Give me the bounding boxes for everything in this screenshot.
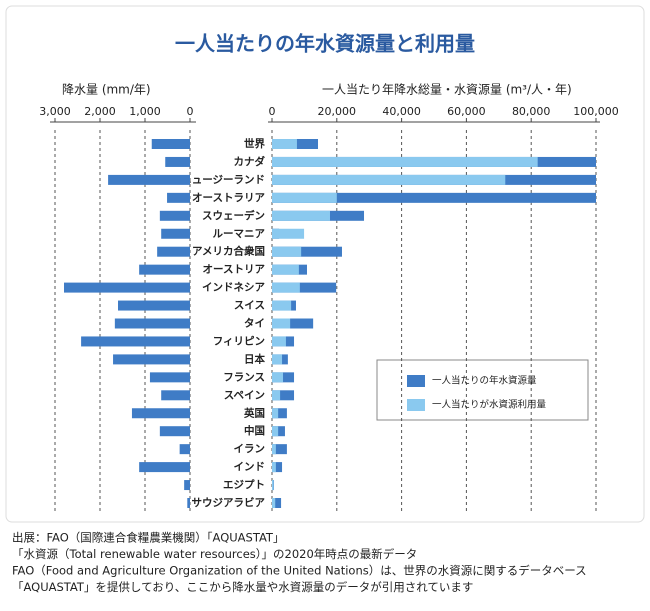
- category-label: アメリカ合衆国: [192, 245, 265, 258]
- legend-label: 一人当たりが水資源利用量: [432, 399, 547, 411]
- category-label: ルーマニア: [213, 228, 266, 240]
- bar: [272, 156, 538, 167]
- bar: [131, 408, 190, 419]
- tick-label: 80,000: [512, 105, 551, 118]
- bar: [272, 139, 297, 149]
- category-label: スペイン: [224, 389, 265, 401]
- bar: [159, 210, 190, 221]
- bar: [272, 426, 279, 437]
- bar: [272, 318, 291, 329]
- bar: [272, 390, 281, 401]
- bar: [272, 498, 276, 508]
- bar: [272, 462, 276, 473]
- category-label: イラン: [234, 443, 266, 455]
- bar: [159, 426, 190, 437]
- tick-label: 2,000: [84, 105, 116, 118]
- bar: [272, 228, 305, 239]
- bar: [118, 300, 190, 311]
- bar: [272, 498, 282, 508]
- bar: [272, 192, 596, 203]
- category-label: ニュージーランド: [181, 174, 265, 186]
- category-label: タイ: [244, 318, 265, 330]
- bar: [272, 480, 274, 491]
- bar: [179, 444, 190, 455]
- bar: [139, 264, 190, 275]
- category-label: サウジアラビア: [192, 496, 266, 509]
- bar: [167, 192, 190, 203]
- tick-label: 1,000: [129, 105, 161, 118]
- category-label: フランス: [223, 371, 265, 383]
- bar: [272, 390, 295, 401]
- tick-label: 40,000: [382, 105, 421, 118]
- tick-label: 60,000: [447, 105, 486, 118]
- legend-label: 一人当たりの年水資源量: [432, 375, 537, 387]
- bar: [272, 354, 283, 365]
- bar: [272, 210, 330, 221]
- bar: [113, 354, 190, 365]
- bar: [272, 408, 287, 419]
- category-label: 世界: [244, 137, 265, 150]
- bar: [64, 282, 190, 293]
- bar: [81, 336, 190, 347]
- chart-title: 一人当たりの年水資源量と利用量: [175, 32, 475, 56]
- category-label: インド: [234, 461, 266, 473]
- tick-label: 0: [269, 105, 276, 118]
- category-label: オーストリア: [203, 264, 266, 276]
- legend-swatch: [407, 375, 425, 387]
- tick-label: 20,000: [318, 105, 357, 118]
- bar: [272, 408, 279, 419]
- bar: [272, 282, 300, 293]
- bar: [187, 498, 190, 508]
- bar: [139, 462, 190, 473]
- x2-axis-label: 一人当たり年降水総量・水資源量 (m³/人・年): [322, 83, 572, 97]
- bar: [151, 139, 190, 149]
- category-label: 日本: [244, 352, 265, 365]
- bar: [272, 318, 314, 329]
- tick-label: 3,000: [39, 105, 71, 118]
- bar: [161, 228, 190, 239]
- category-label: 中国: [244, 424, 265, 437]
- bar: [272, 174, 506, 185]
- tick-label: 0: [187, 105, 194, 118]
- bar: [272, 444, 287, 455]
- bar: [272, 282, 337, 293]
- category-label: カナダ: [234, 155, 266, 168]
- bar: [272, 246, 302, 257]
- bar: [161, 390, 190, 401]
- bar: [165, 156, 190, 167]
- category-label: オーストラリア: [192, 192, 265, 204]
- bar: [272, 426, 285, 437]
- bar: [184, 480, 190, 491]
- bar: [149, 372, 190, 383]
- category-label: 英国: [243, 406, 265, 419]
- bar: [272, 192, 337, 203]
- bar: [114, 318, 190, 329]
- tick-label: 100,000: [573, 105, 619, 118]
- bar: [157, 246, 190, 257]
- bar: [272, 264, 299, 275]
- legend-swatch: [407, 399, 425, 411]
- category-label: スウェーデン: [202, 209, 265, 222]
- bar: [272, 246, 342, 257]
- x-axis-label: 降水量 (mm/年): [62, 83, 151, 97]
- source-note: 「AQUASTAT」を提供しており、ここから降水量や水資源量のデータが引用されて…: [12, 580, 473, 594]
- bar: [272, 336, 286, 347]
- category-label: インドネシア: [202, 282, 265, 294]
- bar: [272, 462, 283, 473]
- bar: [108, 174, 190, 185]
- source-note: FAO（Food and Agriculture Organization of…: [12, 564, 587, 578]
- bar: [272, 372, 284, 383]
- bar: [272, 444, 276, 455]
- category-label: エジプト: [223, 478, 265, 491]
- bar: [272, 300, 292, 311]
- category-label: フィリピン: [213, 335, 265, 347]
- category-label: スイス: [234, 300, 265, 312]
- source-note: 出展：FAO（国際連合食糧農業機関）「AQUASTAT」: [12, 531, 284, 545]
- source-note: 「水資源（Total renewable water resources）」の2…: [12, 547, 417, 561]
